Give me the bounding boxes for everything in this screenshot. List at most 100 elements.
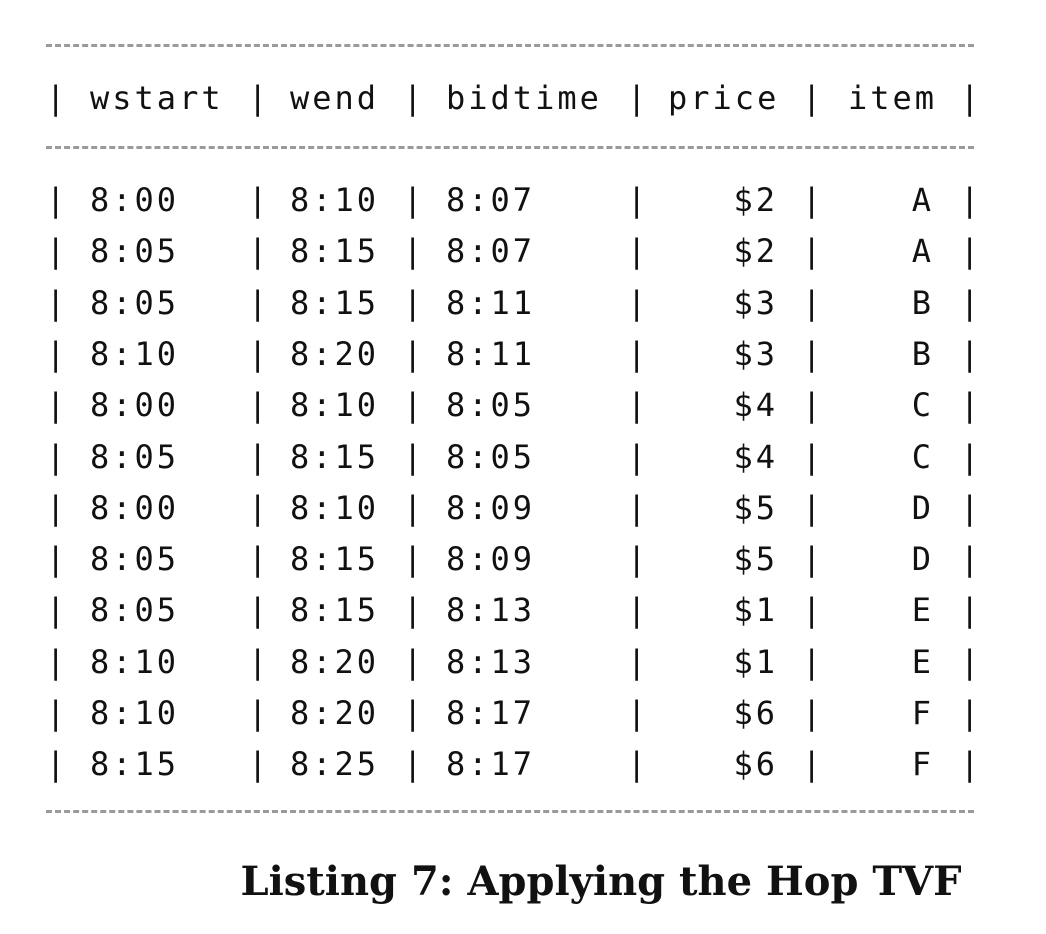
cell-wend: 8:10: [290, 488, 380, 527]
cell-wend: 8:20: [290, 694, 380, 732]
column-separator: |: [627, 79, 650, 117]
column-separator: |: [802, 334, 825, 373]
table-row: | 8:05 | 8:15 | 8:07 | $2 | A |: [0, 225, 1046, 277]
table-row: | 8:00 | 8:10 | 8:07 | $2 | A |: [0, 174, 1046, 226]
cell-item: A: [911, 181, 934, 219]
cell-price: $3: [733, 283, 778, 322]
column-separator: |: [248, 181, 271, 219]
cell-bidtime: 8:07: [446, 181, 536, 219]
column-separator: |: [627, 181, 650, 219]
cell-item: C: [911, 386, 934, 425]
column-separator: |: [403, 745, 426, 784]
column-separator: |: [403, 386, 426, 425]
header-bidtime: bidtime: [446, 79, 602, 117]
column-separator: |: [46, 488, 69, 527]
column-separator: |: [802, 232, 825, 271]
column-separator: |: [46, 540, 69, 579]
table-row: | 8:00 | 8:10 | 8:09 | $5 | D |: [0, 482, 1046, 534]
column-separator: |: [46, 334, 69, 373]
cell-item: E: [911, 591, 934, 630]
column-separator: |: [627, 745, 650, 784]
cell-item: D: [911, 540, 934, 579]
column-separator: |: [627, 283, 650, 322]
cell-wend: 8:15: [290, 232, 380, 271]
column-separator: |: [46, 745, 69, 784]
column-separator: |: [627, 232, 650, 271]
column-separator: |: [960, 745, 983, 784]
column-separator: |: [248, 745, 271, 784]
cell-wstart: 8:15: [90, 745, 180, 784]
column-separator: |: [627, 386, 650, 425]
column-separator: |: [960, 642, 983, 681]
table-row: | 8:10 | 8:20 | 8:11 | $3 | B |: [0, 328, 1046, 380]
table-row: | 8:00 | 8:10 | 8:05 | $4 | C |: [0, 379, 1046, 431]
cell-item: D: [911, 488, 934, 527]
top-dashed-rule: [46, 44, 974, 47]
column-separator: |: [627, 642, 650, 681]
cell-wstart: 8:10: [90, 334, 180, 373]
cell-price: $6: [733, 745, 778, 784]
column-separator: |: [403, 79, 426, 117]
column-separator: |: [248, 334, 271, 373]
cell-price: $1: [733, 591, 778, 630]
column-separator: |: [802, 745, 825, 784]
column-separator: |: [403, 488, 426, 527]
column-separator: |: [403, 642, 426, 681]
cell-wend: 8:15: [290, 283, 380, 322]
column-separator: |: [248, 642, 271, 681]
cell-item: F: [911, 745, 934, 784]
column-separator: |: [802, 540, 825, 579]
column-separator: |: [802, 694, 825, 732]
cell-wstart: 8:05: [90, 540, 180, 579]
column-separator: |: [802, 79, 825, 117]
cell-item: C: [911, 437, 934, 476]
column-separator: |: [248, 591, 271, 630]
cell-bidtime: 8:17: [446, 745, 536, 784]
cell-price: $4: [733, 437, 778, 476]
cell-wstart: 8:05: [90, 232, 180, 271]
table-row: | 8:10 | 8:20 | 8:13 | $1 | E |: [0, 636, 1046, 688]
column-separator: |: [627, 540, 650, 579]
cell-wend: 8:15: [290, 591, 380, 630]
cell-bidtime: 8:11: [446, 283, 536, 322]
column-separator: |: [403, 694, 426, 732]
cell-wend: 8:20: [290, 642, 380, 681]
column-separator: |: [802, 283, 825, 322]
column-separator: |: [627, 591, 650, 630]
cell-wend: 8:25: [290, 745, 380, 784]
cell-price: $5: [733, 488, 778, 527]
cell-wstart: 8:05: [90, 437, 180, 476]
column-separator: |: [960, 694, 983, 732]
header-dashed-rule: [46, 146, 974, 149]
column-separator: |: [802, 386, 825, 425]
cell-wend: 8:10: [290, 386, 380, 425]
cell-item: B: [911, 283, 934, 322]
column-separator: |: [960, 488, 983, 527]
column-separator: |: [403, 232, 426, 271]
cell-bidtime: 8:13: [446, 642, 536, 681]
column-separator: |: [46, 283, 69, 322]
cell-item: A: [911, 232, 934, 271]
cell-item: F: [911, 694, 934, 732]
cell-price: $2: [733, 181, 778, 219]
column-separator: |: [46, 79, 69, 117]
column-separator: |: [403, 334, 426, 373]
column-separator: |: [248, 488, 271, 527]
cell-wstart: 8:10: [90, 694, 180, 732]
table-row: | 8:15 | 8:25 | 8:17 | $6 | F |: [0, 738, 1046, 790]
table-row: | 8:05 | 8:15 | 8:05 | $4 | C |: [0, 431, 1046, 483]
column-separator: |: [248, 540, 271, 579]
cell-bidtime: 8:11: [446, 334, 536, 373]
cell-wstart: 8:10: [90, 642, 180, 681]
cell-wstart: 8:00: [90, 181, 180, 219]
header-wstart: wstart: [90, 79, 224, 117]
cell-wend: 8:15: [290, 540, 380, 579]
column-separator: |: [248, 386, 271, 425]
cell-price: $6: [733, 694, 778, 732]
column-separator: |: [802, 437, 825, 476]
column-separator: |: [248, 79, 271, 117]
column-separator: |: [960, 334, 983, 373]
listing-caption: Listing 7: Applying the Hop TVF: [240, 858, 962, 905]
cell-price: $1: [733, 642, 778, 681]
